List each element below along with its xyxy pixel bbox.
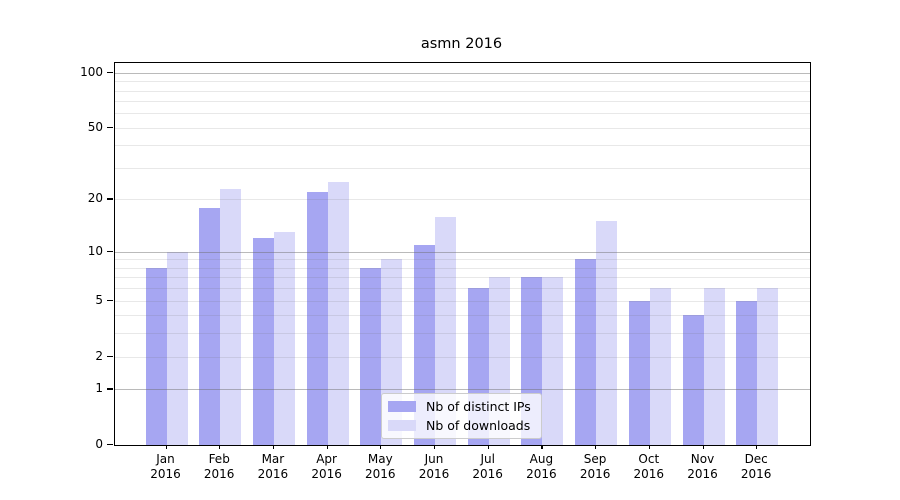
- x-tick-label: Jan 2016: [150, 452, 181, 481]
- gridline-minor: [115, 277, 810, 279]
- gridline-minor: [115, 168, 810, 170]
- x-tick-mark: [648, 444, 650, 450]
- gridline-major: [115, 72, 810, 74]
- y-tick-label: 10: [87, 243, 103, 258]
- y-tick-mark: [107, 250, 113, 252]
- y-tick-label: 20: [87, 191, 103, 206]
- bar-downloads: [596, 221, 618, 446]
- bar-downloads: [542, 277, 564, 446]
- bar-downloads: [273, 232, 295, 446]
- y-tick-label: 0: [95, 437, 103, 452]
- bar-distinct-ips: [736, 300, 758, 446]
- gridline-minor: [115, 259, 810, 261]
- gridline-minor: [115, 300, 810, 302]
- x-tick-label: Nov 2016: [687, 452, 718, 481]
- gridline-minor: [115, 315, 810, 317]
- gridline-minor: [115, 113, 810, 115]
- y-tick-mark: [107, 388, 113, 390]
- x-tick-mark: [272, 444, 275, 450]
- bar-distinct-ips: [682, 315, 704, 446]
- bar-distinct-ips: [199, 207, 221, 446]
- x-tick-label: Dec 2016: [740, 452, 772, 481]
- x-tick-mark: [541, 444, 543, 450]
- bar-downloads: [327, 182, 349, 446]
- chart-title: asmn 2016: [420, 36, 503, 52]
- x-tick-mark: [219, 444, 221, 450]
- plot-area: [114, 62, 811, 446]
- bar-downloads: [649, 288, 671, 446]
- y-tick-mark: [107, 198, 113, 200]
- bar-distinct-ips: [145, 267, 167, 446]
- y-tick-mark: [107, 71, 113, 73]
- bar-distinct-ips: [306, 192, 328, 446]
- x-tick-mark: [380, 444, 382, 450]
- gridline-minor: [115, 101, 810, 103]
- gridline-minor: [115, 90, 810, 92]
- y-tick-label: 2: [95, 348, 103, 363]
- x-tick-mark: [702, 444, 704, 450]
- x-tick-label: Oct 2016: [633, 452, 665, 481]
- x-tick-label: Jul 2016: [472, 452, 503, 481]
- y-tick-label: 1: [95, 381, 103, 396]
- x-tick-mark: [595, 444, 597, 450]
- gridline-minor: [115, 267, 810, 269]
- x-tick-label: Jun 2016: [418, 452, 450, 481]
- x-tick-label: Sep 2016: [579, 452, 611, 481]
- bar-distinct-ips: [628, 300, 650, 446]
- x-tick-mark: [434, 444, 436, 450]
- y-tick-label: 5: [95, 292, 103, 307]
- x-tick-label: Feb 2016: [203, 452, 235, 481]
- x-tick-label: Apr 2016: [311, 452, 342, 481]
- x-tick-label: Mar 2016: [257, 452, 289, 481]
- legend-label-distinct-ips: Nb of distinct IPs: [426, 399, 531, 414]
- gridline-minor: [115, 145, 810, 147]
- legend-entry-downloads: Nb of downloads: [388, 418, 531, 433]
- legend-swatch-downloads: [388, 420, 416, 431]
- bar-downloads: [703, 288, 725, 446]
- bar-downloads: [220, 188, 242, 446]
- legend: Nb of distinct IPs Nb of downloads: [381, 393, 542, 439]
- gridline-minor: [115, 127, 810, 129]
- y-tick-mark: [107, 444, 113, 446]
- gridline-minor: [115, 333, 810, 335]
- bar-distinct-ips: [252, 238, 274, 446]
- y-tick-mark: [107, 126, 113, 129]
- y-tick-label: 100: [80, 64, 103, 79]
- gridline-minor: [115, 356, 810, 358]
- legend-entry-distinct-ips: Nb of distinct IPs: [388, 399, 531, 414]
- gridline-major: [115, 389, 810, 391]
- gridline-major: [115, 251, 810, 253]
- y-tick-mark: [107, 299, 113, 301]
- legend-swatch-distinct-ips: [388, 401, 416, 412]
- legend-label-downloads: Nb of downloads: [426, 418, 531, 433]
- bar-distinct-ips: [575, 259, 597, 446]
- bar-distinct-ips: [360, 267, 382, 446]
- y-tick-label: 50: [87, 119, 103, 134]
- gridline-minor: [115, 288, 810, 290]
- bar-downloads: [435, 216, 456, 446]
- gridline-minor: [115, 199, 810, 201]
- gridline-minor: [115, 81, 810, 83]
- bar-downloads: [757, 288, 779, 446]
- y-tick-mark: [107, 355, 113, 357]
- x-tick-label: May 2016: [365, 452, 396, 481]
- x-tick-mark: [165, 444, 167, 450]
- bar-downloads: [166, 251, 188, 446]
- x-tick-mark: [487, 444, 489, 450]
- x-tick-mark: [326, 444, 328, 450]
- x-tick-label: Aug 2016: [526, 452, 557, 481]
- x-tick-mark: [756, 444, 758, 450]
